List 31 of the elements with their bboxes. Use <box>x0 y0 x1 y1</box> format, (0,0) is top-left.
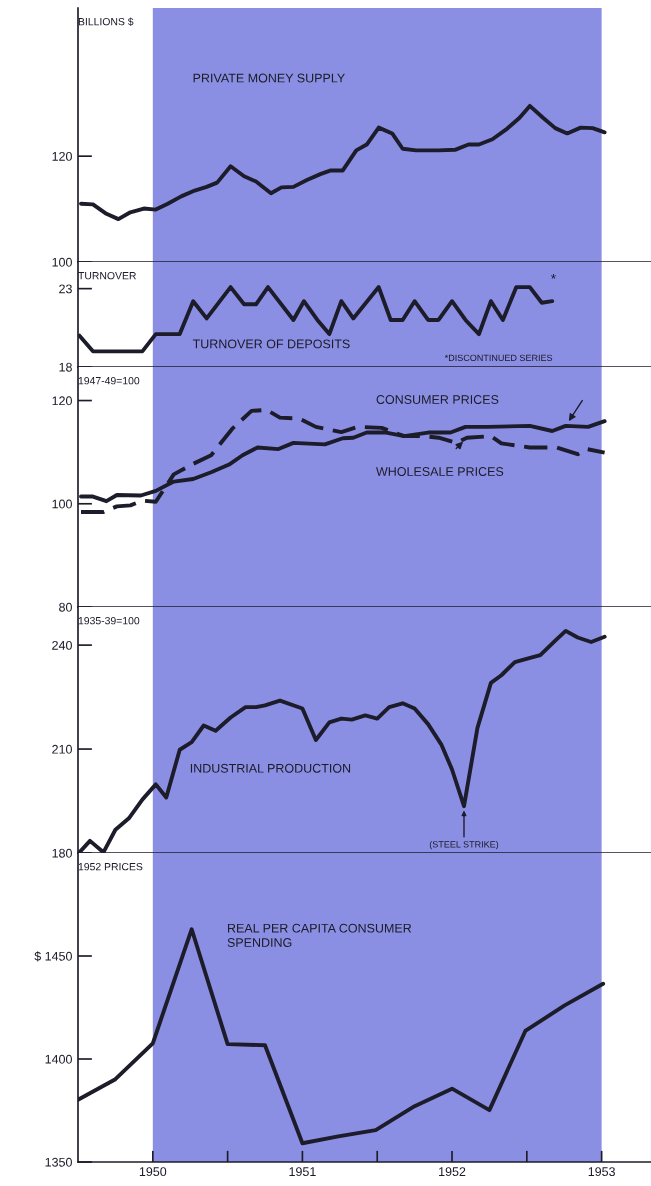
y-tick-label: 120 <box>52 151 72 161</box>
y-tick-label: 1350 <box>45 1157 72 1167</box>
y-axis-title: 1947-49=100 <box>78 377 140 385</box>
y-tick-label: 23 <box>59 284 72 294</box>
x-tick-label: 1952 <box>439 1167 466 1177</box>
y-tick-label: 240 <box>52 640 72 650</box>
y-axis-title: BILLIONS $ <box>78 17 134 26</box>
y-tick-label: 1400 <box>45 1054 72 1064</box>
y-tick-label: 80 <box>59 602 72 612</box>
y-axis-title: 1952 PRICES <box>78 863 143 871</box>
line-series <box>79 407 607 514</box>
series-label: TURNOVER OF DEPOSITS <box>192 339 350 349</box>
y-tick-label: 100 <box>52 499 72 509</box>
series-label: INDUSTRIAL PRODUCTION <box>190 763 351 773</box>
y-tick-label: 120 <box>52 396 72 406</box>
y-tick-label: 180 <box>52 848 72 858</box>
y-axis-title: 1935-39=100 <box>78 617 140 625</box>
series-label: CONSUMER PRICES <box>376 395 499 404</box>
x-tick-label: 1953 <box>588 1167 615 1177</box>
y-tick-label: 210 <box>52 744 72 754</box>
annotation: *DISCONTINUED SERIES <box>444 354 553 362</box>
x-tick-label: 1950 <box>139 1167 167 1177</box>
annotation: (STEEL STRIKE) <box>429 840 499 850</box>
annotation: * <box>550 273 556 279</box>
x-tick-label: 1951 <box>289 1167 316 1177</box>
y-tick-label: 18 <box>59 362 72 372</box>
series-label: WHOLESALE PRICES <box>376 467 504 476</box>
y-tick-label: $ 1450 <box>34 951 72 962</box>
y-tick-label: 100 <box>52 257 72 267</box>
text: PRIVATE MONEY SUPPLY <box>193 73 345 83</box>
text: REAL PER CAPITA CONSUMER SPENDING <box>227 923 412 947</box>
